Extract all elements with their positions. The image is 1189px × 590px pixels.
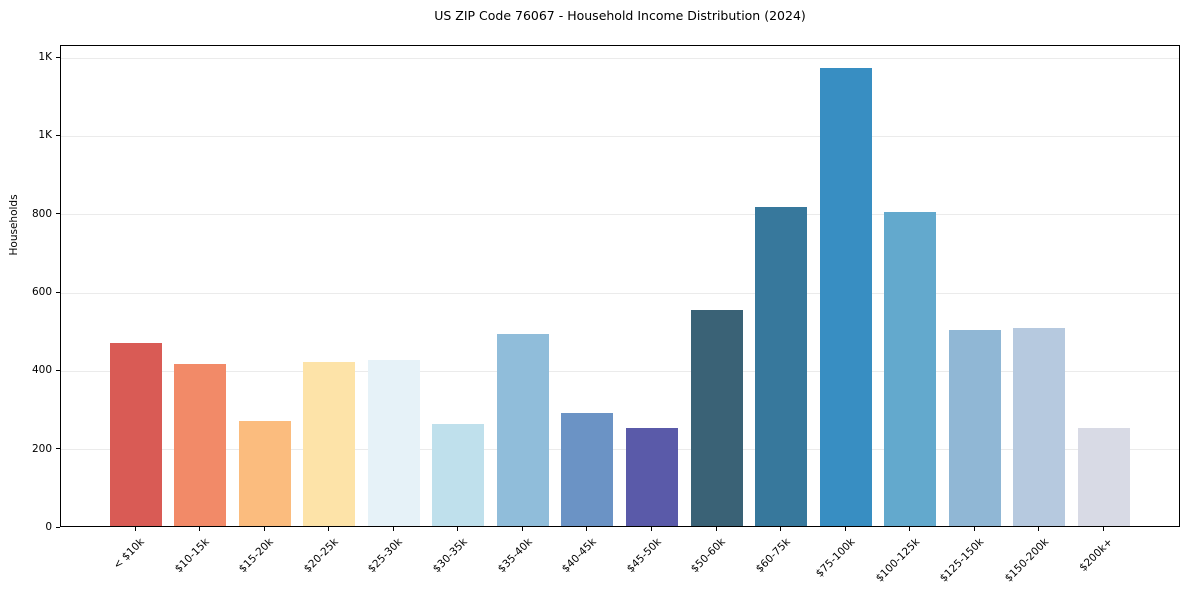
y-tick-mark [56, 291, 60, 293]
x-tick-mark [1038, 527, 1040, 531]
x-tick-mark [844, 527, 846, 531]
x-tick-label: $60-75k [753, 536, 793, 576]
gridline [61, 370, 1179, 372]
x-tick-label: $75-100k [813, 536, 858, 580]
y-tick-label: 600 [31, 286, 52, 299]
x-tick-label: $15-20k [237, 536, 277, 576]
gridline [61, 57, 1179, 59]
bar--45-50k [626, 428, 679, 526]
gridline [61, 292, 1179, 294]
x-tick-mark [457, 527, 459, 531]
x-tick-label: $20-25k [301, 536, 341, 576]
x-tick-mark [1103, 527, 1105, 531]
bar--35-40k [496, 334, 549, 526]
bar--150-200k [1013, 327, 1066, 526]
x-tick-mark [199, 527, 201, 531]
x-tick-mark [134, 527, 136, 531]
bar--15-20k [238, 421, 291, 526]
y-tick-label: 200 [31, 442, 52, 455]
x-tick-label: $45-50k [624, 536, 664, 576]
gridline [61, 449, 1179, 451]
bar--50-60k [690, 310, 743, 526]
bar--25-30k [367, 359, 420, 526]
x-tick-label: $50-60k [689, 536, 729, 576]
x-tick-label: $100-125k [873, 536, 922, 585]
x-tick-mark [263, 527, 265, 531]
x-tick-label: $200k+ [1077, 536, 1116, 574]
y-tick-label: 1K [38, 51, 52, 64]
y-tick-label: 400 [31, 364, 52, 377]
bar--60-75k [755, 206, 808, 526]
x-tick-label: $10-15k [172, 536, 212, 576]
y-tick-label: 800 [31, 207, 52, 220]
x-tick-mark [651, 527, 653, 531]
bar--200k- [1078, 427, 1131, 526]
x-tick-label: < $10k [111, 536, 147, 572]
x-tick-label: $35-40k [495, 536, 535, 576]
chart-title: US ZIP Code 76067 - Household Income Dis… [434, 8, 806, 23]
y-tick-mark [56, 369, 60, 371]
bar--10-15k [174, 363, 227, 526]
y-tick-label: 0 [45, 521, 52, 533]
x-tick-mark [328, 527, 330, 531]
y-tick-mark [56, 56, 60, 58]
bar--40-45k [561, 412, 614, 526]
bar--20-25k [303, 361, 356, 526]
x-tick-mark [715, 527, 717, 531]
x-tick-mark [909, 527, 911, 531]
x-tick-label: $40-45k [559, 536, 599, 576]
x-tick-mark [586, 527, 588, 531]
plot-area [60, 45, 1180, 527]
y-tick-mark [56, 134, 60, 136]
bar--125-150k [948, 330, 1001, 526]
bar--75-100k [819, 67, 872, 526]
bar--10k [109, 343, 162, 526]
x-tick-mark [521, 527, 523, 531]
y-axis-label: Households [8, 194, 20, 256]
x-tick-mark [780, 527, 782, 531]
y-tick-mark [56, 213, 60, 215]
bar--100-125k [884, 212, 937, 526]
x-tick-label: $150-200k [1002, 536, 1051, 585]
x-tick-label: $125-150k [937, 536, 987, 585]
bar--30-35k [432, 423, 485, 526]
gridline [61, 214, 1179, 216]
x-tick-mark [392, 527, 394, 531]
x-tick-mark [973, 527, 975, 531]
x-tick-label: $25-30k [366, 536, 406, 576]
y-tick-mark [56, 448, 60, 450]
y-tick-mark [56, 526, 60, 528]
gridline [61, 135, 1179, 137]
y-tick-label: 1K [38, 129, 52, 142]
x-tick-label: $30-35k [430, 536, 470, 576]
